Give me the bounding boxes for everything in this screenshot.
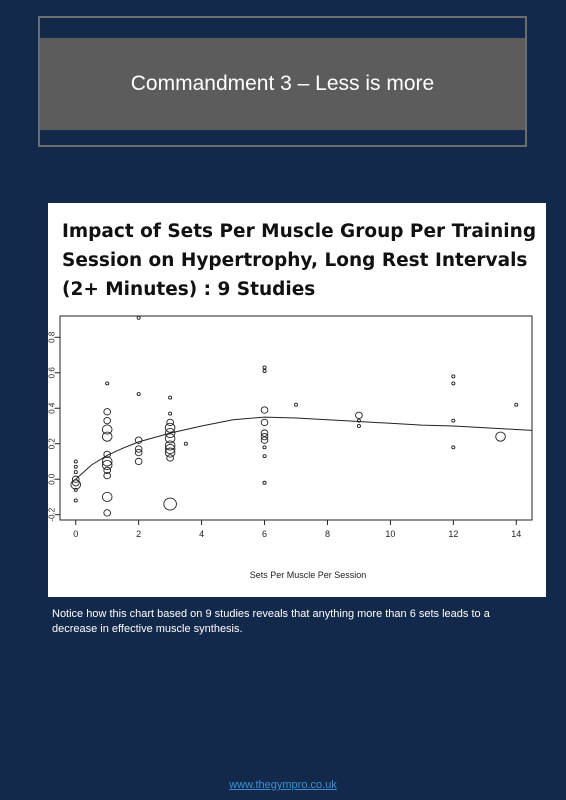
data-point: [451, 445, 456, 450]
data-point: [262, 480, 267, 485]
banner-frame: Commandment 3 – Less is more: [38, 16, 527, 147]
data-point: [101, 459, 113, 471]
data-point: [73, 470, 78, 475]
x-tick-label: 12: [448, 529, 458, 539]
x-tick-label: 10: [385, 529, 395, 539]
data-point: [451, 374, 456, 379]
data-point: [168, 395, 173, 400]
data-point: [166, 418, 174, 427]
data-point: [70, 479, 82, 490]
y-tick-label: -0.2: [48, 507, 57, 521]
x-tick-label: 8: [325, 529, 330, 539]
data-point: [136, 392, 141, 397]
data-point: [514, 402, 519, 407]
chart-title-line-2: Session on Hypertrophy, Long Rest Interv…: [62, 250, 528, 271]
data-point: [355, 411, 363, 419]
data-point: [262, 454, 267, 459]
data-point: [164, 428, 176, 439]
x-tick-label: 4: [199, 529, 204, 539]
data-point: [101, 431, 113, 442]
data-point: [103, 466, 112, 474]
data-point: [164, 433, 176, 444]
y-tick-label: 0.2: [48, 438, 57, 450]
data-point: [260, 418, 269, 427]
data-point: [164, 447, 176, 458]
data-point: [262, 445, 267, 450]
data-point: [451, 418, 456, 423]
banner: Commandment 3 – Less is more: [40, 38, 525, 130]
data-point: [495, 431, 506, 442]
plot-frame: [59, 315, 533, 521]
data-point: [262, 369, 267, 373]
data-point: [260, 406, 269, 414]
data-point: [293, 402, 299, 407]
data-point: [103, 408, 112, 416]
data-point: [101, 424, 113, 435]
data-point: [103, 450, 112, 459]
y-tick-label: 0.0: [48, 473, 57, 485]
data-point: [103, 417, 112, 425]
data-point: [73, 498, 78, 503]
data-point: [260, 436, 269, 444]
caption: Notice how this chart based on 9 studies…: [52, 608, 490, 635]
chart-title-line-3: (2+ Minutes) : 9 Studies: [62, 279, 316, 300]
data-point: [356, 424, 361, 428]
chart-title: Impact of Sets Per Muscle Group Per Trai…: [62, 217, 537, 304]
y-tick-label: 0.8: [48, 331, 57, 343]
y-tick-label: 0.4: [48, 402, 57, 414]
scatter-plot: 0 2 4 6 8 10 12 14 -0.2 0.0 0.2 0.4 0.6 0.8 Sets Per M…: [48, 315, 533, 580]
data-point: [134, 457, 143, 466]
data-point: [183, 441, 188, 446]
website-link[interactable]: www.thegympro.co.uk: [229, 779, 337, 791]
banner-title: Commandment 3 – Less is more: [130, 72, 435, 95]
data-point: [71, 475, 80, 483]
data-point: [105, 381, 110, 386]
data-point: [101, 456, 113, 467]
data-point: [73, 487, 78, 492]
data-point: [103, 472, 112, 480]
data-point: [134, 436, 143, 444]
data-point: [262, 365, 267, 370]
x-tick-label: 2: [136, 529, 141, 539]
data-point: [73, 459, 78, 464]
data-point: [73, 464, 78, 469]
y-tick-label: 0.6: [48, 367, 57, 379]
x-tick-label: 0: [73, 529, 78, 539]
data-point: [101, 491, 113, 502]
data-point: [134, 445, 143, 453]
data-point: [260, 432, 269, 441]
data-point: [166, 454, 174, 462]
data-point: [451, 381, 456, 386]
data-point: [164, 440, 176, 451]
x-axis-label: Sets Per Muscle Per Session: [250, 570, 367, 580]
chart-card: Impact of Sets Per Muscle Group Per Trai…: [48, 203, 546, 597]
chart-title-line-1: Impact of Sets Per Muscle Group Per Trai…: [62, 221, 537, 242]
data-point: [134, 448, 143, 457]
data-point: [163, 497, 177, 511]
fit-curve: [75, 416, 533, 480]
data-point: [136, 315, 141, 320]
data-point: [168, 411, 173, 416]
data-point: [260, 429, 269, 437]
x-tick-label: 6: [262, 529, 267, 539]
data-point: [103, 509, 112, 517]
data-point: [356, 418, 361, 423]
x-tick-label: 14: [511, 529, 521, 539]
data-point: [164, 422, 176, 433]
data-point: [164, 443, 176, 455]
